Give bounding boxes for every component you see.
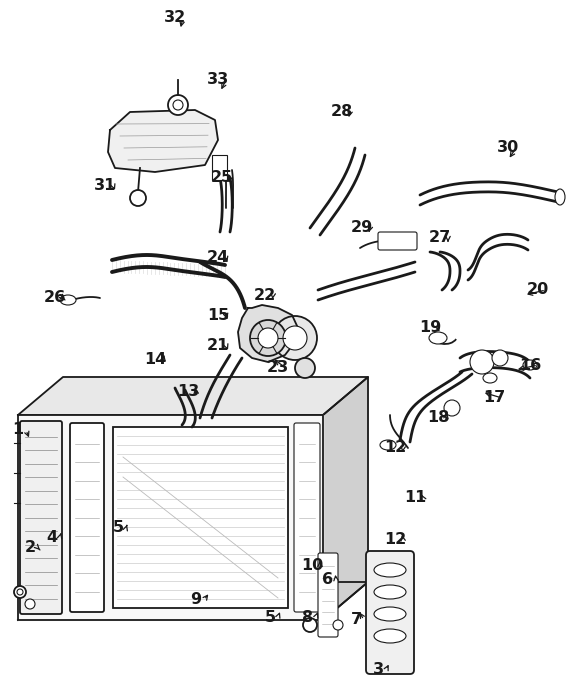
- Text: 13: 13: [177, 385, 199, 399]
- FancyBboxPatch shape: [366, 551, 414, 674]
- Text: 24: 24: [207, 250, 229, 265]
- Text: 22: 22: [254, 288, 276, 303]
- Text: 28: 28: [331, 105, 353, 119]
- Ellipse shape: [429, 332, 447, 344]
- Circle shape: [130, 190, 146, 206]
- Circle shape: [168, 95, 188, 115]
- Circle shape: [470, 350, 494, 374]
- Text: 19: 19: [419, 320, 441, 335]
- Text: 12: 12: [384, 441, 406, 455]
- Text: 15: 15: [207, 308, 229, 322]
- FancyBboxPatch shape: [378, 232, 417, 250]
- FancyBboxPatch shape: [318, 553, 338, 637]
- Ellipse shape: [374, 585, 406, 599]
- Ellipse shape: [483, 373, 497, 383]
- Circle shape: [303, 618, 317, 632]
- Text: 17: 17: [483, 390, 505, 405]
- Text: 10: 10: [301, 557, 323, 572]
- Text: 21: 21: [207, 337, 229, 353]
- Bar: [113, 427, 288, 608]
- Text: 6: 6: [322, 572, 333, 588]
- Circle shape: [283, 326, 307, 350]
- Text: 29: 29: [351, 220, 373, 236]
- Text: 5: 5: [113, 520, 124, 536]
- Polygon shape: [18, 377, 368, 415]
- Text: 7: 7: [350, 613, 361, 627]
- Circle shape: [444, 400, 460, 416]
- Circle shape: [295, 358, 315, 378]
- Text: 1: 1: [12, 423, 24, 437]
- Text: 12: 12: [384, 532, 406, 547]
- Text: 2: 2: [24, 541, 35, 556]
- Text: 26: 26: [44, 290, 66, 306]
- Circle shape: [273, 316, 317, 360]
- Text: 14: 14: [144, 353, 166, 367]
- Text: 30: 30: [497, 141, 519, 155]
- Polygon shape: [108, 110, 218, 172]
- Circle shape: [258, 328, 278, 348]
- Circle shape: [25, 599, 35, 609]
- Circle shape: [173, 100, 183, 110]
- Text: 4: 4: [46, 529, 58, 545]
- Text: 25: 25: [211, 170, 233, 186]
- Text: 27: 27: [429, 231, 451, 245]
- Ellipse shape: [374, 607, 406, 621]
- Text: 31: 31: [94, 177, 116, 193]
- Text: 20: 20: [527, 283, 549, 297]
- Ellipse shape: [374, 629, 406, 643]
- Ellipse shape: [523, 360, 537, 370]
- Text: 8: 8: [303, 610, 314, 624]
- Text: 11: 11: [404, 491, 426, 505]
- Ellipse shape: [380, 440, 396, 450]
- FancyBboxPatch shape: [70, 423, 104, 612]
- Polygon shape: [238, 305, 298, 362]
- Text: 3: 3: [372, 663, 383, 678]
- Text: 5: 5: [264, 610, 275, 624]
- Ellipse shape: [60, 295, 76, 305]
- Circle shape: [14, 586, 26, 598]
- Circle shape: [250, 320, 286, 356]
- Text: 23: 23: [267, 360, 289, 376]
- Polygon shape: [18, 582, 368, 620]
- Ellipse shape: [555, 189, 565, 205]
- FancyBboxPatch shape: [294, 423, 320, 612]
- Text: 18: 18: [427, 410, 449, 426]
- Text: 9: 9: [191, 593, 202, 608]
- Text: 32: 32: [164, 10, 186, 26]
- Text: 33: 33: [207, 73, 229, 87]
- Circle shape: [333, 620, 343, 630]
- FancyBboxPatch shape: [20, 421, 62, 614]
- Text: 16: 16: [519, 358, 541, 373]
- Ellipse shape: [374, 563, 406, 577]
- Circle shape: [492, 350, 508, 366]
- Circle shape: [17, 589, 23, 595]
- Polygon shape: [18, 415, 323, 620]
- Polygon shape: [323, 377, 368, 620]
- Bar: [212, 155, 227, 180]
